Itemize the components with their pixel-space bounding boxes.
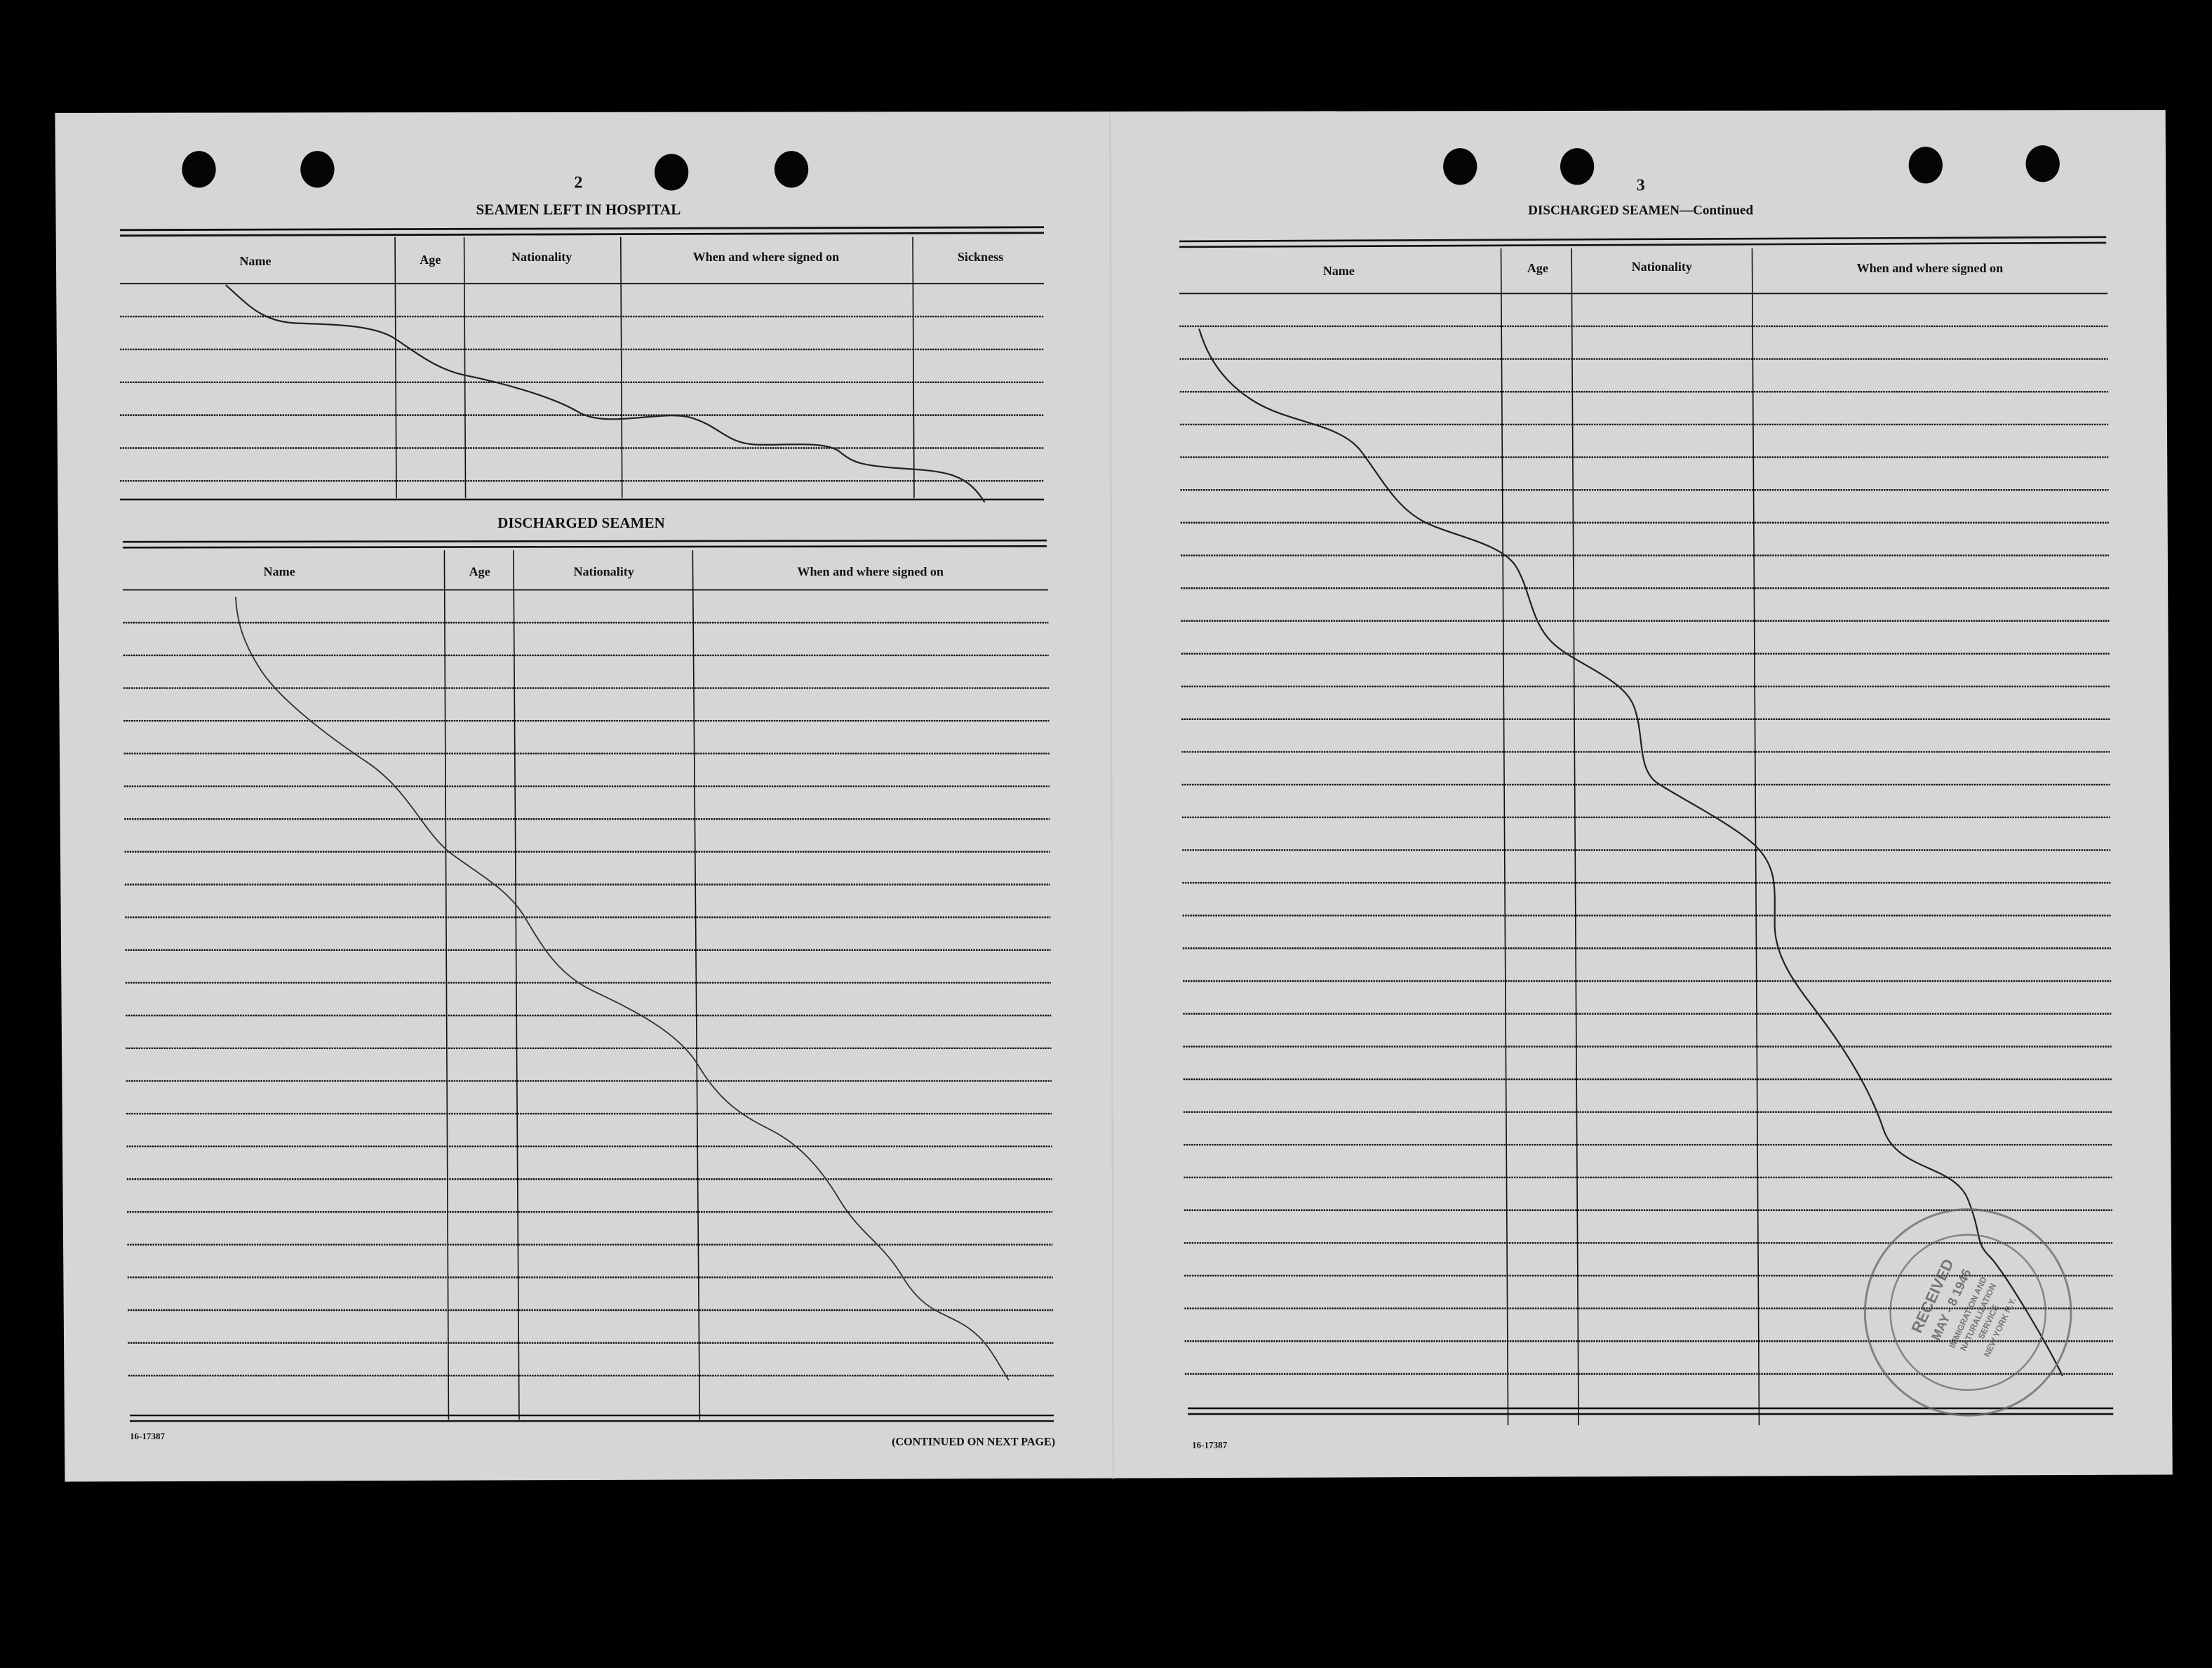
- discharged-table: [122, 539, 1054, 1422]
- column-header-sickness: Sickness: [958, 250, 1003, 264]
- column-header-age: Age: [469, 564, 490, 578]
- right-table-header: Name Age Nationality When and where sign…: [1323, 260, 2003, 278]
- column-header-signed-on: When and where signed on: [693, 250, 840, 264]
- column-header-age: Age: [420, 253, 441, 267]
- page-fold: [1109, 112, 1114, 1479]
- pen-strike-line: [234, 596, 1010, 1381]
- column-header-nationality: Nationality: [1632, 260, 1692, 274]
- binder-hole: [300, 151, 335, 188]
- binder-hole: [774, 151, 809, 188]
- binder-hole: [2025, 145, 2060, 182]
- column-header-name: Name: [1323, 264, 1355, 278]
- column-header-name: Name: [239, 254, 271, 268]
- continued-note: (CONTINUED ON NEXT PAGE): [892, 1436, 1055, 1448]
- right-section-title: DISCHARGED SEAMEN—Continued: [1528, 204, 1753, 218]
- hospital-section-title: SEAMEN LEFT IN HOSPITAL: [476, 201, 681, 218]
- discharged-table-header: Name Age Nationality When and where sign…: [264, 564, 944, 578]
- binder-hole: [655, 154, 689, 191]
- column-header-name: Name: [264, 564, 295, 578]
- column-header-nationality: Nationality: [511, 250, 572, 264]
- page-number-left: 2: [574, 173, 582, 192]
- binder-hole: [1908, 147, 1943, 184]
- paper-sheet: [55, 109, 2173, 1482]
- hospital-table: [119, 226, 1045, 501]
- hospital-table-header: Name Age Nationality When and where sign…: [239, 250, 1003, 268]
- pen-strike-line: [1198, 328, 2063, 1377]
- binder-holes: [182, 145, 2060, 191]
- binder-hole: [1443, 148, 1477, 185]
- binder-hole: [182, 151, 216, 188]
- discharged-section-title: DISCHARGED SEAMEN: [497, 514, 665, 531]
- form-number-right: 16-17387: [1192, 1439, 1228, 1450]
- column-header-signed-on: When and where signed on: [1857, 261, 2004, 275]
- pen-strike-line: [225, 284, 986, 503]
- page-number-right: 3: [1637, 175, 1645, 194]
- form-number-left: 16-17387: [130, 1431, 166, 1441]
- column-header-age: Age: [1527, 261, 1548, 275]
- column-header-signed-on: When and where signed on: [797, 564, 944, 578]
- column-header-nationality: Nationality: [573, 564, 634, 578]
- binder-hole: [1560, 148, 1595, 185]
- discharged-continued-table: [1179, 236, 2114, 1426]
